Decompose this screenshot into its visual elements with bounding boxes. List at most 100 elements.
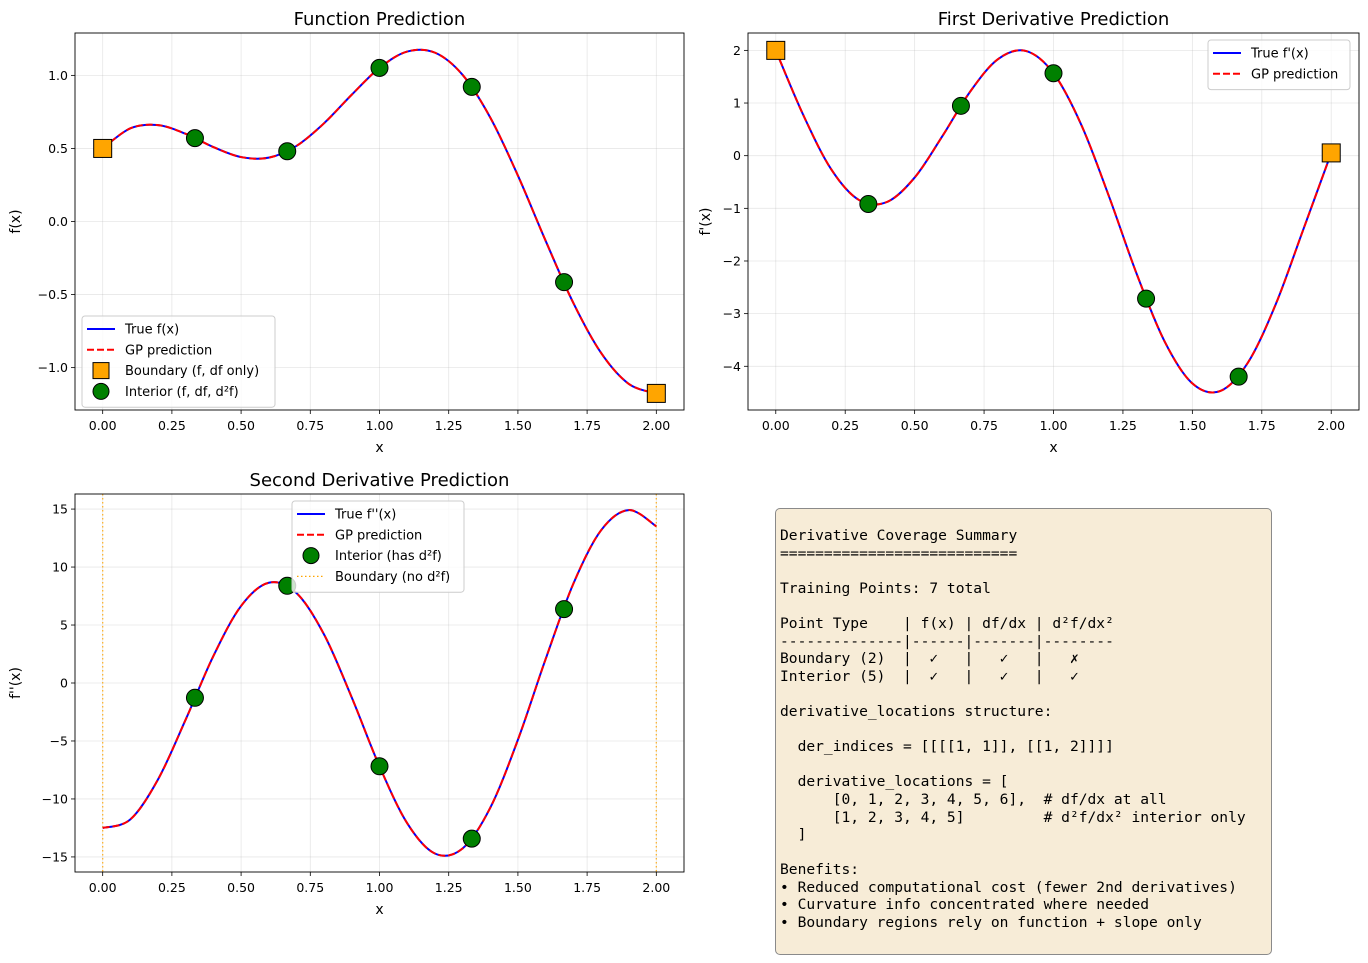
y-tick-label: −2 (723, 253, 741, 268)
boundary-point (766, 40, 786, 60)
x-tick-label: 0.50 (901, 418, 929, 433)
y-tick-label: −10 (42, 791, 68, 806)
y-tick-label: −1.0 (38, 360, 68, 375)
summary-line: • Reduced computational cost (fewer 2nd … (780, 878, 1237, 896)
y-tick-label: 1.0 (48, 68, 68, 83)
axes-frame (74, 493, 685, 873)
summary-line: derivative_locations = [ (797, 773, 1009, 791)
legend-label: Boundary (no d²f) (335, 570, 450, 585)
legend-label: True f''(x) (334, 508, 396, 523)
legend-label: Boundary (f, df only) (125, 364, 259, 379)
x-tick-label: 0.50 (227, 418, 255, 433)
y-tick-label: −5 (50, 733, 68, 748)
summary-line: ] (797, 826, 807, 844)
y-tick-label: 15 (52, 502, 68, 517)
chart-2: 0.00 0.25 0.50 0.75 1.00 1.25 1.50 1.75 2.00 −4 −3… (698, 9, 1360, 456)
legend-circle-marker (92, 382, 110, 400)
x-tick-label: 1.50 (504, 418, 532, 433)
interior-point (1137, 289, 1156, 308)
interior-point (462, 829, 481, 848)
x-tick-label: 1.75 (1248, 418, 1276, 433)
x-tick-label: 1.50 (504, 880, 532, 895)
y-tick-label: 0.0 (48, 214, 68, 229)
x-tick-label: 1.25 (435, 880, 463, 895)
chart-title: First Derivative Prediction (938, 9, 1170, 30)
interior-point (1229, 367, 1248, 386)
x-axis-label: x (1049, 440, 1057, 456)
derivative-coverage-summary-box: Derivative Coverage Summary ============… (775, 508, 1272, 955)
interior-point (859, 194, 878, 213)
y-tick-label: −15 (42, 849, 68, 864)
interior-point (462, 77, 481, 96)
x-tick-label: 1.50 (1178, 418, 1206, 433)
y-tick-label: 1 (733, 96, 741, 111)
axes-frame (747, 32, 1360, 411)
x-tick-label: 2.00 (1317, 418, 1345, 433)
legend: True f'(x) GP prediction (1207, 39, 1351, 91)
x-axis-label: x (375, 902, 383, 918)
interior-point (278, 142, 297, 161)
summary-text: Derivative Coverage Summary ============… (780, 527, 1246, 932)
summary-line: derivative_locations structure: (780, 702, 1053, 720)
y-tick-label: −1 (723, 201, 741, 216)
summary-line: =========================== (780, 544, 1018, 562)
interior-point (370, 58, 389, 77)
interior-point (185, 129, 204, 148)
interior-point (1044, 64, 1063, 83)
legend-label: GP prediction (335, 528, 422, 543)
legend-label: Interior (f, df, d²f) (125, 385, 239, 400)
x-tick-label: 2.00 (642, 418, 670, 433)
x-tick-label: 0.00 (89, 880, 117, 895)
interior-point (370, 757, 389, 776)
interior-point (951, 96, 970, 115)
boundary-point (646, 383, 666, 403)
y-axis-label: f''(x) (8, 667, 24, 699)
summary-line: • Boundary regions rely on function + sl… (780, 914, 1202, 932)
legend: True f(x) GP prediction Boundary (f, df on… (81, 315, 276, 408)
summary-line: der_indices = [[[[1, 1]], [[1, 2]]]] (797, 738, 1114, 756)
x-tick-label: 0.75 (296, 880, 324, 895)
summary-line: Point Type | f(x) | df/dx | d²f/dx² (780, 614, 1114, 632)
x-tick-label: 1.75 (573, 880, 601, 895)
chart-title: Function Prediction (294, 9, 466, 30)
legend-label: Interior (has d²f) (335, 549, 442, 564)
summary-line: [0, 1, 2, 3, 4, 5, 6], # df/dx at all (832, 790, 1167, 808)
summary-line: [1, 2, 3, 4, 5] # d²f/dx² interior only (832, 808, 1246, 826)
summary-line: Interior (5) | ✓ | ✓ | ✓ (780, 667, 1079, 685)
x-tick-label: 1.25 (1109, 418, 1137, 433)
boundary-point (1321, 143, 1341, 163)
y-tick-label: 0.5 (48, 141, 68, 156)
y-tick-label: 2 (733, 43, 741, 58)
legend-frame (1207, 39, 1351, 91)
x-tick-label: 1.00 (366, 880, 394, 895)
interior-point (555, 273, 574, 292)
boundary-point (93, 138, 113, 158)
legend-frame (81, 315, 276, 408)
legend-circle-marker (302, 547, 320, 565)
legend-frame (291, 500, 465, 593)
summary-line: • Curvature info concentrated where need… (780, 896, 1150, 914)
legend: True f''(x) GP prediction Interior (has d²… (291, 500, 465, 593)
x-tick-label: 0.25 (158, 418, 186, 433)
x-tick-label: 1.00 (366, 418, 394, 433)
legend-square-marker (92, 362, 110, 380)
chart-3: 0.00 0.25 0.50 0.75 1.00 1.25 1.50 1.75 2.00 −15 −… (8, 470, 685, 918)
chart-title: Second Derivative Prediction (250, 470, 510, 491)
x-axis-label: x (375, 440, 383, 456)
x-tick-label: 0.25 (831, 418, 859, 433)
x-tick-label: 0.50 (227, 880, 255, 895)
summary-line: --------------|------|-------|-------- (780, 632, 1114, 650)
x-tick-label: 0.75 (970, 418, 998, 433)
x-tick-label: 0.00 (89, 418, 117, 433)
interior-point (555, 600, 574, 619)
x-tick-label: 0.00 (762, 418, 790, 433)
interior-point (185, 688, 204, 707)
y-tick-label: 0 (60, 676, 68, 691)
legend-label: GP prediction (1251, 67, 1338, 82)
x-tick-label: 2.00 (642, 880, 670, 895)
legend-label: True f(x) (124, 323, 179, 338)
y-tick-label: 0 (733, 148, 741, 163)
y-axis-label: f(x) (8, 209, 24, 233)
x-tick-label: 0.75 (296, 418, 324, 433)
